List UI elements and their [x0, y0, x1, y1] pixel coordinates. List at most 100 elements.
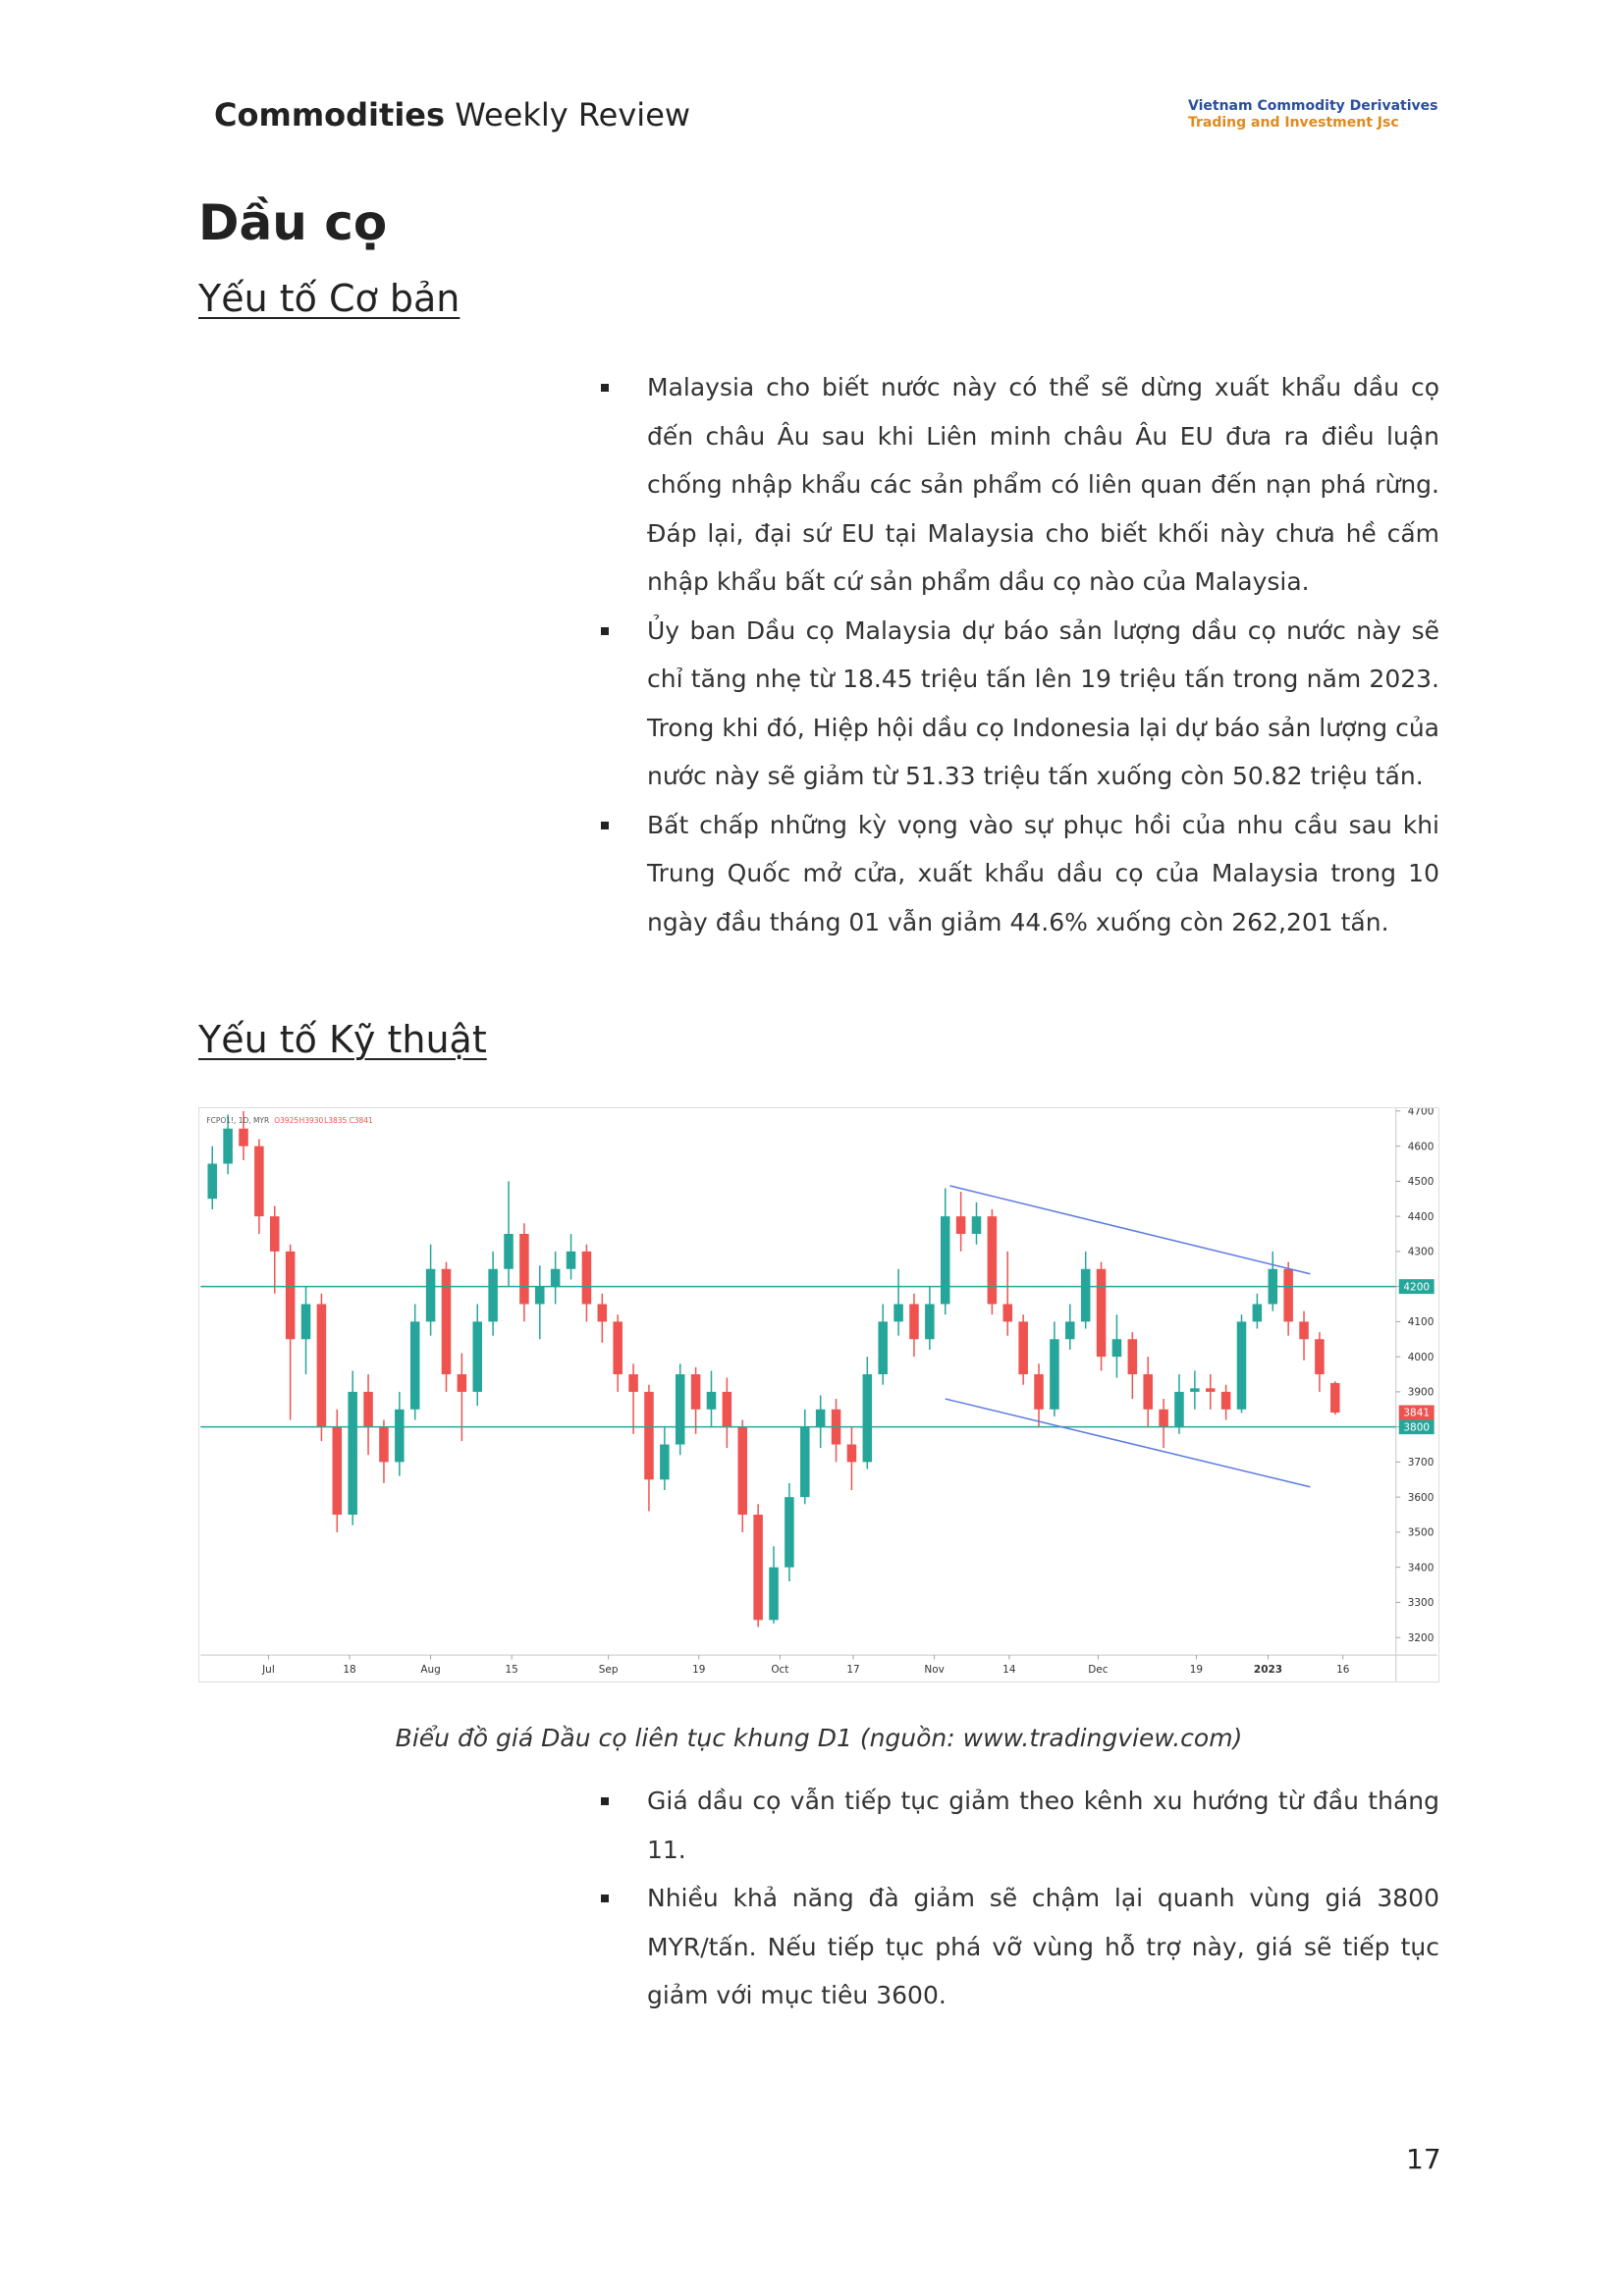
candle-body — [581, 1251, 592, 1305]
candle-body — [1050, 1339, 1059, 1410]
candle-body — [800, 1426, 810, 1498]
bullet-text: Malaysia cho biết nước này có thể sẽ dừn… — [647, 373, 1439, 596]
bullet-text: Ủy ban Dầu cọ Malaysia dự báo sản lượng … — [647, 615, 1439, 791]
candle-body — [675, 1374, 685, 1445]
candle-body — [1315, 1339, 1325, 1375]
candle-body — [971, 1216, 982, 1234]
header-rest: Weekly Review — [455, 96, 691, 133]
candle-body — [1080, 1268, 1091, 1322]
candle-body — [1065, 1321, 1075, 1340]
candle-body — [785, 1497, 794, 1568]
x-tick-label: Oct — [771, 1664, 788, 1676]
candle-body — [316, 1304, 327, 1427]
candle-body — [1127, 1339, 1138, 1375]
x-tick-label: Aug — [420, 1664, 440, 1676]
bullet-item: Bất chấp những kỳ vọng vào sự phục hồi c… — [601, 801, 1439, 947]
x-tick-label: 17 — [846, 1664, 859, 1676]
bullet-item: Giá dầu cọ vẫn tiếp tục giảm theo kênh x… — [601, 1777, 1439, 1874]
candle-body — [395, 1409, 405, 1463]
candle-body — [1330, 1382, 1340, 1413]
price-tag — [1398, 1419, 1435, 1435]
price-tag-label: 3800 — [1403, 1421, 1430, 1433]
candle-body — [472, 1321, 483, 1392]
x-tick-label: Sep — [599, 1664, 619, 1676]
company-line: Vietnam Commodity Derivatives — [1188, 98, 1438, 114]
candle-body — [1252, 1304, 1263, 1322]
candle-body — [1299, 1321, 1309, 1340]
candle-body — [207, 1163, 218, 1200]
candle-body — [1111, 1339, 1122, 1358]
candle-body — [846, 1444, 857, 1463]
section-heading: Yếu tố Cơ bản — [198, 277, 460, 320]
candle-body — [1002, 1304, 1013, 1322]
bullet-marker — [601, 626, 609, 635]
candle-body — [285, 1251, 296, 1340]
candle-body — [1190, 1388, 1200, 1392]
candle-body — [239, 1128, 248, 1147]
bullet-text: Giá dầu cọ vẫn tiếp tục giảm theo kênh x… — [647, 1787, 1439, 1864]
y-tick-label: 3600 — [1408, 1492, 1435, 1504]
y-tick-label: 4000 — [1408, 1352, 1435, 1363]
candle-body — [690, 1374, 701, 1410]
candle-body — [925, 1304, 935, 1340]
header-bold: Commodities — [214, 96, 446, 133]
y-tick-label: 4300 — [1408, 1247, 1435, 1258]
candle-body — [254, 1146, 264, 1217]
y-tick-label: 4700 — [1408, 1107, 1435, 1118]
bullet-list: Giá dầu cọ vẫn tiếp tục giảm theo kênh x… — [601, 1777, 1439, 2020]
bullet-marker — [601, 384, 609, 392]
y-tick-label: 3500 — [1408, 1527, 1435, 1539]
candle-body — [519, 1233, 529, 1305]
x-tick-label: 2023 — [1254, 1664, 1282, 1676]
candle-body — [893, 1304, 903, 1322]
candle-body — [644, 1391, 654, 1480]
bullet-text: Nhiều khả năng đà giảm sẽ chậm lại quanh… — [647, 1884, 1439, 2009]
candle-body — [300, 1304, 311, 1340]
section-heading: Yếu tố Kỹ thuật — [198, 1018, 487, 1061]
x-tick-label: 18 — [343, 1664, 355, 1676]
candle-body — [909, 1304, 919, 1340]
candle-body — [862, 1374, 873, 1463]
candle-body — [1174, 1391, 1184, 1427]
candle-body — [1096, 1268, 1107, 1358]
candle-body — [955, 1216, 966, 1234]
last-price-tag — [1398, 1405, 1435, 1420]
candle-body — [332, 1426, 343, 1516]
candle-body — [1159, 1409, 1168, 1427]
candle-body — [566, 1251, 576, 1269]
y-tick-label: 4400 — [1408, 1211, 1435, 1223]
candle-body — [223, 1128, 233, 1164]
x-tick-label: 14 — [1002, 1664, 1016, 1676]
page-title: Dầu cọ — [198, 194, 388, 251]
candle-body — [878, 1321, 888, 1375]
y-tick-label: 4500 — [1408, 1176, 1435, 1188]
legend-label: FCPO1!, 1D, MYR — [206, 1116, 269, 1125]
candle-body — [441, 1268, 452, 1375]
candle-body — [769, 1567, 779, 1621]
candle-body — [597, 1304, 608, 1322]
ohlc-label: C3841 — [350, 1116, 373, 1125]
header-title: Commodities Weekly Review — [214, 96, 690, 133]
candle-body — [613, 1321, 623, 1375]
candle-body — [425, 1268, 436, 1322]
page-number: 17 — [1406, 2143, 1441, 2175]
candle-body — [1220, 1391, 1231, 1410]
candle-body — [488, 1268, 498, 1322]
x-tick-label: 16 — [1336, 1664, 1349, 1676]
candle-body — [753, 1515, 763, 1621]
bullet-text: Bất chấp những kỳ vọng vào sự phục hồi c… — [647, 810, 1439, 936]
bullet-item: Malaysia cho biết nước này có thể sẽ dừn… — [601, 363, 1439, 607]
bullet-marker — [601, 821, 609, 829]
candle-body — [660, 1444, 670, 1480]
bullet-marker — [601, 1797, 609, 1805]
price-tag — [1398, 1279, 1435, 1295]
candle-body — [1143, 1374, 1153, 1410]
bullet-list: Malaysia cho biết nước này có thể sẽ dừn… — [601, 363, 1439, 947]
candle-body — [1283, 1268, 1293, 1322]
last-price-label: 3841 — [1403, 1408, 1430, 1419]
candle-body — [1236, 1321, 1247, 1410]
candle-body — [504, 1233, 514, 1269]
candle-body — [1205, 1388, 1216, 1392]
trend-line — [949, 1185, 1311, 1275]
